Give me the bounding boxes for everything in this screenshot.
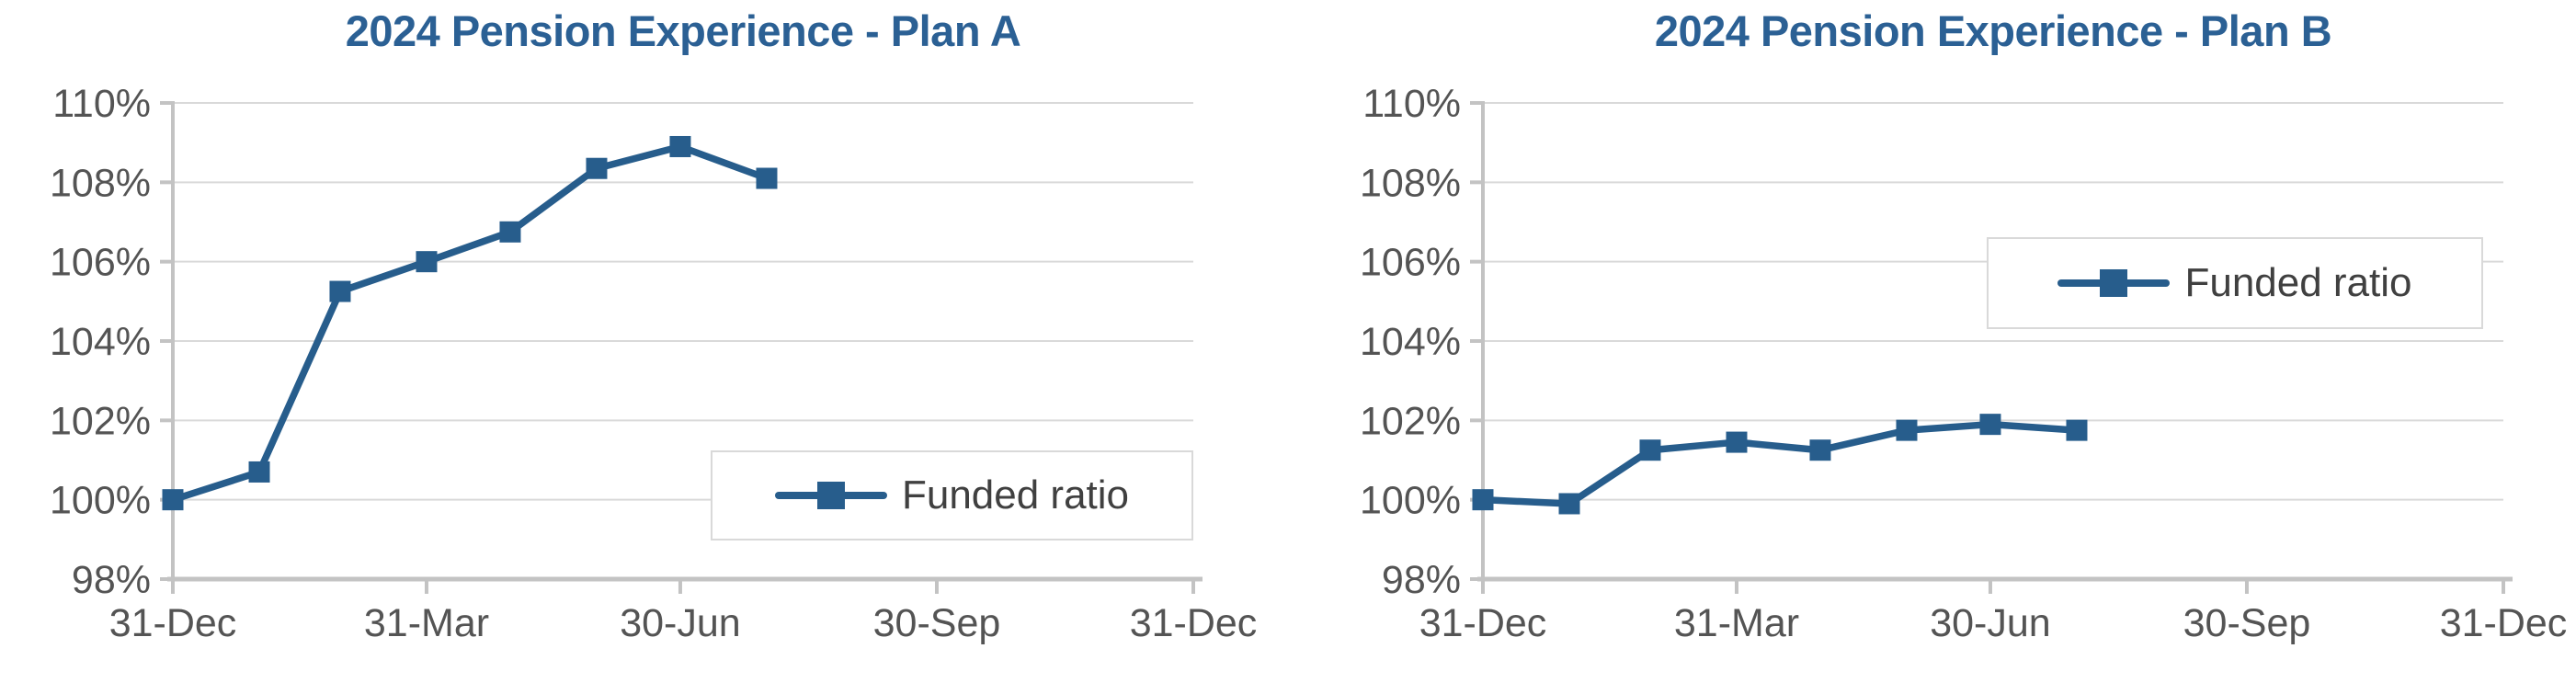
plot-area-plan-a: 98% 100% 102% 104% 106% 108% 110% 31-Dec 31-Mar 3… bbox=[50, 82, 1258, 645]
svg-text:100%: 100% bbox=[1360, 479, 1461, 523]
svg-text:31-Dec: 31-Dec bbox=[2440, 601, 2568, 645]
svg-text:100%: 100% bbox=[50, 479, 151, 523]
chart-title: 2024 Pension Experience - Plan B bbox=[1654, 6, 2332, 55]
svg-text:31-Dec: 31-Dec bbox=[1419, 601, 1547, 645]
svg-text:106%: 106% bbox=[1360, 241, 1461, 285]
svg-text:98%: 98% bbox=[72, 558, 151, 602]
legend: Funded ratio bbox=[711, 450, 1193, 540]
svg-text:110%: 110% bbox=[52, 82, 151, 126]
line-marker-icon bbox=[2057, 268, 2171, 298]
svg-text:30-Sep: 30-Sep bbox=[2183, 601, 2311, 645]
chart-title: 2024 Pension Experience - Plan A bbox=[345, 6, 1021, 55]
chart-plan-a: 2024 Pension Experience - Plan A 98% 100%… bbox=[50, 6, 1258, 645]
chart-plan-b: 2024 Pension Experience - Plan B 98% 100%… bbox=[1288, 0, 2576, 694]
svg-text:108%: 108% bbox=[50, 161, 151, 205]
legend: Funded ratio bbox=[1987, 237, 2483, 329]
svg-text:102%: 102% bbox=[50, 399, 151, 443]
svg-text:98%: 98% bbox=[1382, 558, 1461, 602]
svg-text:31-Dec: 31-Dec bbox=[1130, 601, 1258, 645]
svg-text:108%: 108% bbox=[1360, 161, 1461, 205]
legend-label: Funded ratio bbox=[2184, 260, 2412, 305]
plot-area-plan-b: 98% 100% 102% 104% 106% 108% 110% 31-Dec 31-Mar 3… bbox=[1360, 82, 2568, 645]
svg-text:104%: 104% bbox=[1360, 320, 1461, 364]
legend-marker-square bbox=[2100, 269, 2128, 297]
svg-text:30-Jun: 30-Jun bbox=[620, 601, 740, 645]
svg-text:31-Dec: 31-Dec bbox=[109, 601, 237, 645]
svg-text:106%: 106% bbox=[50, 241, 151, 285]
svg-text:30-Jun: 30-Jun bbox=[1930, 601, 2050, 645]
svg-text:110%: 110% bbox=[1362, 82, 1461, 126]
svg-text:102%: 102% bbox=[1360, 399, 1461, 443]
legend-label: Funded ratio bbox=[901, 472, 1130, 518]
svg-text:104%: 104% bbox=[50, 320, 151, 364]
line-marker-icon bbox=[774, 481, 887, 510]
svg-text:31-Mar: 31-Mar bbox=[364, 601, 489, 645]
legend-marker-square bbox=[816, 482, 845, 509]
svg-text:30-Sep: 30-Sep bbox=[873, 601, 1001, 645]
svg-text:31-Mar: 31-Mar bbox=[1674, 601, 1799, 645]
